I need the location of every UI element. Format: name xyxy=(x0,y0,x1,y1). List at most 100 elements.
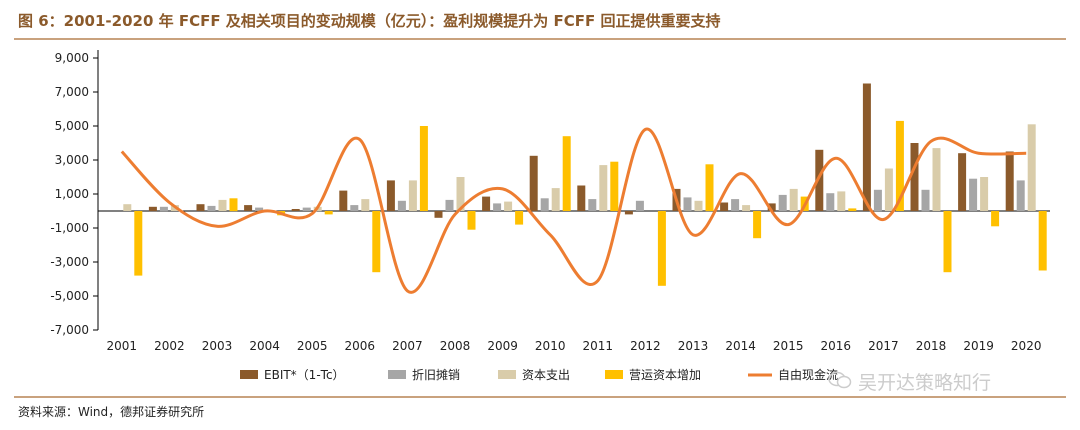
bar-ebit xyxy=(148,206,157,212)
bar-ebit xyxy=(1005,151,1014,211)
x-tick-label: 2011 xyxy=(583,339,614,353)
bar-capex xyxy=(408,180,417,211)
bar-series xyxy=(123,83,1047,286)
x-tick-label: 2005 xyxy=(297,339,328,353)
x-tick-label: 2019 xyxy=(963,339,994,353)
bar-depreciation xyxy=(731,199,740,211)
bar-ebit xyxy=(767,203,776,211)
y-tick-labels: -7,000 -5,000 -3,000 -1,000 1,000 3,000 5,000 7… xyxy=(50,51,89,337)
bar-ebit xyxy=(386,180,395,211)
bar-ebit xyxy=(482,196,491,211)
bar-ebit xyxy=(244,205,253,211)
bar-ebit xyxy=(291,209,300,211)
bar-working_capital xyxy=(419,126,428,211)
bar-working_capital xyxy=(134,211,143,276)
bar-ebit xyxy=(910,143,919,211)
legend-swatch xyxy=(605,370,623,379)
bar-ebit xyxy=(339,190,348,211)
x-tick-label: 2018 xyxy=(916,339,947,353)
y-tick-label: -7,000 xyxy=(50,323,89,337)
x-tick-label: 2009 xyxy=(487,339,518,353)
bar-capex xyxy=(456,177,465,211)
legend-label: 营运资本增加 xyxy=(629,368,701,382)
y-tick-label: 7,000 xyxy=(55,85,89,99)
bar-ebit xyxy=(434,211,443,218)
legend-label: 折旧摊销 xyxy=(412,367,460,382)
bar-depreciation xyxy=(873,189,882,212)
bar-depreciation xyxy=(493,203,502,211)
bar-working_capital xyxy=(657,211,666,286)
bar-capex xyxy=(599,165,608,211)
bar-capex xyxy=(361,199,370,211)
bar-depreciation xyxy=(397,200,406,211)
bar-ebit xyxy=(815,149,824,211)
bar-working_capital xyxy=(610,161,619,211)
line-series xyxy=(120,127,1027,294)
x-tick-label: 2015 xyxy=(773,339,804,353)
bar-depreciation xyxy=(255,207,264,211)
bar-working_capital xyxy=(848,208,857,211)
bar-capex xyxy=(789,188,798,211)
axes xyxy=(93,50,1050,331)
y-tick-label: 9,000 xyxy=(55,51,89,65)
bar-depreciation xyxy=(350,205,359,211)
bar-depreciation xyxy=(207,205,216,211)
bar-depreciation xyxy=(302,207,311,211)
legend: EBIT*（1-Tc） 折旧摊销 资本支出 营运资本增加 自由现金流 xyxy=(240,367,838,382)
bar-working_capital xyxy=(943,211,952,273)
bar-working_capital xyxy=(895,120,904,211)
x-tick-label: 2012 xyxy=(630,339,661,353)
bar-depreciation xyxy=(445,199,454,211)
bar-depreciation xyxy=(635,200,644,211)
bar-working_capital xyxy=(991,211,1000,227)
bar-capex xyxy=(980,177,989,211)
legend-label: 自由现金流 xyxy=(778,367,838,382)
bar-depreciation xyxy=(969,178,978,211)
wechat-icon xyxy=(828,371,852,389)
x-tick-label: 2006 xyxy=(345,339,376,353)
legend-label: 资本支出 xyxy=(522,368,570,382)
fcff-line xyxy=(120,127,1027,294)
bar-capex xyxy=(551,188,560,211)
legend-swatch xyxy=(240,370,258,379)
legend-swatch xyxy=(388,370,406,379)
legend-swatch xyxy=(498,370,516,379)
top-divider xyxy=(14,38,1066,40)
bottom-divider xyxy=(14,396,1066,398)
y-tick-label: 1,000 xyxy=(55,187,89,201)
bar-capex xyxy=(694,200,703,211)
bar-working_capital xyxy=(229,198,238,212)
bar-working_capital xyxy=(467,211,476,230)
bar-working_capital xyxy=(324,211,333,215)
bar-depreciation xyxy=(159,206,168,212)
bar-depreciation xyxy=(588,199,597,211)
source-note: 资料来源：Wind，德邦证券研究所 xyxy=(18,405,205,419)
y-tick-label: 5,000 xyxy=(55,119,89,133)
x-tick-label: 2001 xyxy=(107,339,138,353)
bar-depreciation xyxy=(826,193,835,211)
x-tick-label: 2020 xyxy=(1011,339,1042,353)
bar-capex xyxy=(932,148,941,211)
bar-ebit xyxy=(577,185,586,211)
bar-ebit xyxy=(624,211,633,215)
y-tick-label: -5,000 xyxy=(50,289,89,303)
bar-capex xyxy=(742,205,751,211)
bar-working_capital xyxy=(372,211,381,273)
bar-ebit xyxy=(862,83,871,211)
x-tick-label: 2017 xyxy=(868,339,899,353)
y-tick-label: 3,000 xyxy=(55,153,89,167)
y-tick-label: -3,000 xyxy=(50,255,89,269)
bar-working_capital xyxy=(515,211,524,225)
x-tick-label: 2010 xyxy=(535,339,566,353)
x-tick-label: 2008 xyxy=(440,339,471,353)
bar-ebit xyxy=(958,153,967,211)
bar-ebit xyxy=(529,155,538,212)
bar-depreciation xyxy=(540,198,549,212)
bar-capex xyxy=(1027,124,1036,211)
bar-depreciation xyxy=(921,189,930,212)
bar-depreciation xyxy=(778,194,787,211)
chart-title: 图 6：2001-2020 年 FCFF 及相关项目的变动规模（亿元）：盈利规模… xyxy=(18,12,721,30)
x-tick-label: 2002 xyxy=(154,339,185,353)
bar-capex xyxy=(218,199,227,211)
